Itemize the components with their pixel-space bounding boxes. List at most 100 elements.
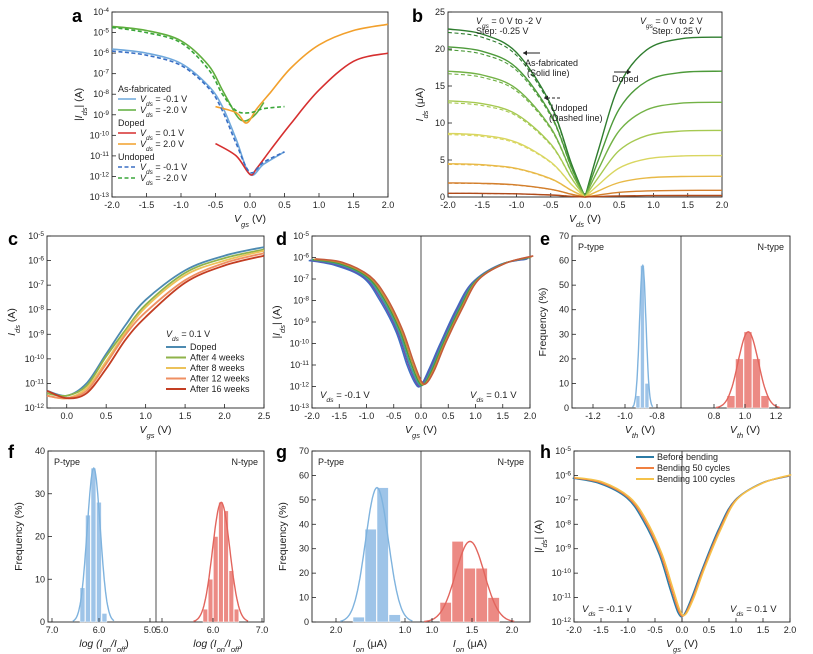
panel-b-ann-right-part: V <box>640 16 647 26</box>
panel-c-xtick-label: 0.0 <box>60 411 73 421</box>
panel-c: 0.0 0.5 1.0 1.5 2.0 2.510-1210-1110-1010-910-… <box>6 231 270 440</box>
panel-a-legend-label-part: = 0.1 V <box>153 128 184 138</box>
panel-a-ylabel-part: ds <box>80 107 89 115</box>
panel-a-legend-label-part: V <box>140 139 147 149</box>
panel-a-legend-label-part: V <box>140 173 147 183</box>
panel-a-legend-label-part: = 2.0 V <box>153 139 184 149</box>
panel-c-ytick-base: 10 <box>25 354 35 364</box>
panel-d-ann-right-part: = 0.1 V <box>484 390 518 401</box>
panel-e-xtick-label: -0.8 <box>649 411 665 421</box>
panel-c-ytick-exp: -5 <box>38 231 44 238</box>
panel-d-xlabel-part: gs <box>412 431 420 440</box>
panel-d-ytick-exp: -6 <box>303 252 309 259</box>
panel-h-ytick-exp: -11 <box>562 592 571 599</box>
panel-g-ytick-label: 70 <box>299 446 309 456</box>
panel-a-legend-label-part: ds <box>146 112 154 119</box>
panel-e-xlabel-1-part: (V) <box>743 424 760 436</box>
panel-a-xtick-label: 0.5 <box>278 200 291 210</box>
panel-b-ann-right-part: gs <box>646 23 654 30</box>
panel-h-ytick-label: 10-11 <box>552 592 571 603</box>
panel-a-legend-label-part: = -0.1 V <box>153 94 187 104</box>
panel-e-xlabel-0-part: th <box>632 431 638 440</box>
panel-d-ytick-exp: -10 <box>300 338 310 345</box>
panel-e: 0 10 20 30 40 50 60 70 P-type N-type Frequency (%)… <box>537 231 791 440</box>
panel-e-xlabel-1-part: V <box>730 424 738 436</box>
panel-f-ytick-label: 10 <box>35 574 45 584</box>
panel-h-ann-left-part: V <box>582 604 590 615</box>
panel-d-ytick-base: 10 <box>290 382 300 392</box>
panel-h-xlabel-part: gs <box>673 645 681 654</box>
panel-a-ytick-base: 10 <box>90 171 100 181</box>
panel-b-arrowhead-doped <box>627 69 631 75</box>
panel-h-ann-right-part: = 0.1 V <box>744 604 778 615</box>
panel-a: -2.0 -1.5 -1.0 -0.5 0.0 0.5 1.0 1.5 2.010-1310-1… <box>73 7 394 229</box>
panel-d-ytick-exp: -7 <box>303 274 309 281</box>
panel-f-xlabel-1-part: ) <box>239 638 243 650</box>
panel-b-n-curve <box>584 189 723 198</box>
panel-b-xtick-label: 1.0 <box>647 200 660 210</box>
panel-a-legend-label-part: ds <box>146 169 154 176</box>
panel-c-ytick-label: 10-5 <box>28 231 44 242</box>
panel-f-n-bar <box>213 536 219 623</box>
panel-c-ylabel-part: I <box>6 333 18 336</box>
panel-g-ytick-label: 0 <box>304 617 309 627</box>
panel-h-ytick-exp: -6 <box>565 470 571 477</box>
panel-a-ytick-exp: -4 <box>103 7 109 14</box>
panel-d-xtick-label: -1.0 <box>359 411 375 421</box>
panel-b-asfab-2: (Solid line) <box>527 68 570 78</box>
panel-a-ytick-base: 10 <box>93 7 103 17</box>
panel-d-ytick-exp: -13 <box>300 403 310 410</box>
panel-d-ann-left-part: ds <box>326 397 334 404</box>
panel-a-legend-label: Vds = -2.0 V <box>140 105 187 119</box>
panel-b-xtick-label: -1.0 <box>509 200 525 210</box>
panel-c-ytick-base: 10 <box>28 329 38 339</box>
panel-b-p-curve-dashed <box>447 192 586 198</box>
panel-f-ytick-label: 40 <box>35 446 45 456</box>
panel-a-xlabel-part: V <box>234 213 242 225</box>
panel-b-xtick-label: -0.5 <box>543 200 559 210</box>
panel-c-ytick-exp: -12 <box>35 403 45 410</box>
panel-h-ytick-exp: -10 <box>562 568 572 575</box>
panel-h-xlabel-part: (V) <box>681 638 698 650</box>
panel-c-xlabel-part: gs <box>147 431 155 440</box>
panel-b-arrowhead-undoped <box>544 95 548 101</box>
panel-a-ytick-exp: -9 <box>103 109 109 116</box>
panel-c-ytick-label: 10-8 <box>28 304 44 315</box>
panel-g-ytick-label: 30 <box>299 544 309 554</box>
panel-g-xtick-label: 1.0 <box>426 625 439 635</box>
panel-h-ytick-label: 10-12 <box>552 617 572 628</box>
panel-c-ytick-exp: -8 <box>38 304 44 311</box>
panel-g-xlabel-0-part: I <box>353 638 356 650</box>
panel-b-ylabel-part: ds <box>421 110 430 118</box>
panel-h-ytick-label: 10-8 <box>555 519 571 530</box>
panel-b-ytick-label: 0 <box>440 192 445 202</box>
panel-a-legend-label-part: ds <box>146 180 154 187</box>
panel-e-ytick-label: 10 <box>559 378 569 388</box>
panel-f: 0 10 20 30 40 P-type N-type Frequency (%) 7.0 6.0… <box>13 446 268 654</box>
panel-f-xlabel-0-part: /I <box>110 638 117 650</box>
panel-b-ann-left: Vgs = 0 V to -2 V <box>476 16 542 30</box>
panel-letter-e: e <box>540 229 550 249</box>
panel-b-n-curve <box>584 101 723 198</box>
panel-d-ann-right: Vds = 0.1 V <box>470 390 517 404</box>
panel-d-xtick-label: 0.0 <box>415 411 428 421</box>
panel-f-xtick-label: 5.0 <box>156 625 169 635</box>
panel-a-ytick-exp: -5 <box>103 27 109 34</box>
panel-a-legend-label-part: = -2.0 V <box>153 105 187 115</box>
panel-d-ann-right-part: V <box>470 390 478 401</box>
panel-h-xtick-label: 2.0 <box>784 625 797 635</box>
panel-a-xtick-label: 1.0 <box>313 200 326 210</box>
panel-a-xtick-label: -0.5 <box>208 200 224 210</box>
panel-d-ytick-label: 10-5 <box>293 231 309 242</box>
panel-h-ytick-base: 10 <box>555 446 565 456</box>
panel-g-n-bar <box>451 541 464 623</box>
panel-g-p-bar <box>364 528 377 623</box>
panel-g-n-bar <box>475 568 488 623</box>
panel-h-ytick-base: 10 <box>555 495 565 505</box>
panel-b-p-curve-dashed <box>447 182 586 198</box>
panel-b-ytick-label: 10 <box>435 118 445 128</box>
panel-c-xlabel-part: V <box>140 424 148 436</box>
panel-d-ytick-label: 10-7 <box>293 274 309 285</box>
panel-b-ylabel-part: I <box>414 118 426 121</box>
panel-d-xtick-label: 1.5 <box>496 411 509 421</box>
